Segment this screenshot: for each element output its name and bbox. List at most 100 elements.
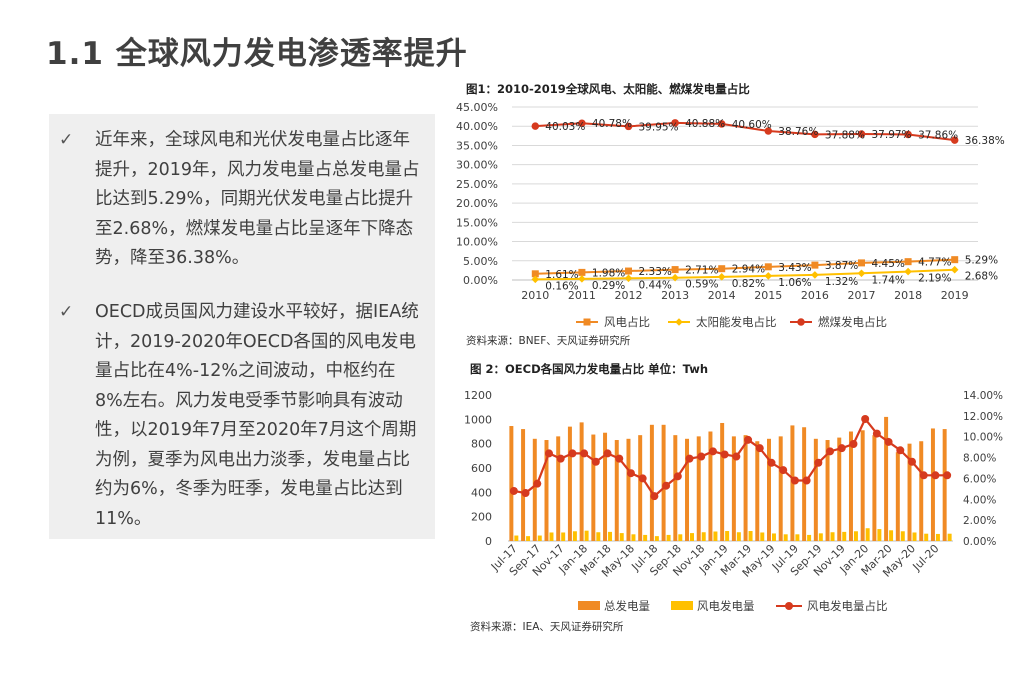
bar-total: [895, 452, 900, 541]
y-tick-label: 10.00%: [456, 236, 498, 249]
bar-wind: [584, 530, 589, 541]
legend-marker: [785, 602, 793, 610]
data-point: [732, 452, 741, 461]
data-point: [931, 471, 940, 480]
data-point: [624, 274, 633, 283]
data-label: 3.87%: [825, 260, 858, 272]
bar-total: [930, 428, 935, 541]
data-point: [764, 272, 773, 280]
y-tick-label: 40.00%: [456, 120, 498, 133]
bar-wind: [619, 533, 624, 541]
data-label: 0.16%: [545, 280, 578, 292]
bullet-text: 近年来，全球风电和光伏发电量占比逐年提升，2019年，风力发电量占总发电量占比达…: [95, 130, 420, 268]
bar-total: [837, 437, 842, 541]
data-point: [580, 449, 589, 458]
series-line: [535, 121, 955, 142]
bar-wind: [853, 531, 858, 541]
data-label: 40.78%: [592, 118, 632, 130]
data-point: [708, 447, 717, 456]
bar-total: [767, 438, 771, 541]
legend-label: 风电占比: [604, 315, 650, 329]
data-point: [531, 270, 539, 278]
data-point: [857, 130, 866, 138]
x-tick-label: 2018: [894, 289, 922, 302]
checkmark-icon: ✓: [59, 130, 74, 150]
bar-wind: [889, 530, 894, 541]
data-label: 0.29%: [592, 280, 625, 292]
series-line: [535, 258, 955, 275]
y-tick-label: 5.00%: [463, 255, 498, 268]
data-point: [671, 119, 679, 127]
bar-wind: [865, 528, 870, 541]
bar-wind: [877, 529, 882, 541]
bar-wind: [654, 536, 659, 541]
y-left-tick-label: 200: [471, 511, 492, 524]
data-label: 40.88%: [685, 118, 725, 130]
data-point: [720, 450, 729, 459]
data-point: [578, 119, 586, 127]
y-tick-label: 15.00%: [456, 216, 498, 229]
bar-total: [532, 438, 537, 541]
bar-wind: [678, 534, 683, 541]
data-point: [697, 452, 706, 461]
bar-wind: [736, 532, 741, 541]
y-tick-label: 45.00%: [456, 101, 498, 114]
legend-label: 总发电量: [604, 599, 650, 613]
data-point: [857, 269, 866, 278]
data-point: [764, 127, 773, 135]
data-point: [568, 449, 577, 458]
bar-wind: [924, 533, 929, 541]
data-point: [861, 414, 870, 423]
bar-total: [802, 427, 807, 541]
bar-wind: [572, 531, 577, 541]
bar-wind: [912, 532, 917, 541]
data-point: [626, 469, 635, 478]
checkmark-icon: ✓: [59, 302, 74, 322]
chart2-figure: 0 200 400 600 800 1000 1200 0.00% 2.00% 4.00% 6.00…: [464, 389, 1003, 613]
y-right-tick-label: 10.00%: [963, 432, 1003, 444]
bar-wind: [818, 533, 823, 541]
legend-marker: [583, 318, 591, 326]
legend-marker: [797, 318, 805, 326]
data-label: 0.59%: [685, 279, 718, 291]
bar-wind: [643, 534, 648, 541]
y-right-tick-label: 0.00%: [963, 536, 996, 548]
bar-wind: [561, 532, 566, 541]
y-tick-label: 25.00%: [456, 178, 498, 191]
data-point: [718, 265, 726, 273]
data-label: 1.32%: [825, 276, 858, 288]
x-tick-label: 2012: [615, 289, 643, 302]
data-point: [509, 486, 518, 495]
y-tick-label: 30.00%: [456, 159, 498, 172]
x-tick-label: 2015: [754, 289, 782, 302]
y-left-tick-label: 1000: [464, 413, 492, 426]
chart2-source: 资料来源：IEA、天风证券研究所: [470, 621, 624, 633]
data-label: 1.06%: [778, 277, 811, 289]
y-tick-label: 0.00%: [463, 274, 498, 287]
legend-swatch: [671, 601, 693, 610]
y-right-tick-label: 2.00%: [963, 515, 996, 527]
y-right-tick-label: 6.00%: [963, 473, 996, 485]
bar-total: [755, 441, 760, 541]
bar-total: [614, 440, 619, 541]
bar-wind: [947, 533, 952, 541]
data-point: [638, 474, 647, 483]
data-label: 39.95%: [639, 121, 679, 133]
y-right-tick-label: 4.00%: [963, 494, 996, 506]
bar-wind: [795, 534, 800, 541]
bar-total: [649, 424, 654, 541]
data-label: 2.68%: [965, 271, 998, 283]
bar-wind: [608, 531, 613, 541]
series-line: [513, 416, 948, 498]
data-point: [544, 449, 553, 458]
data-point: [717, 273, 726, 281]
data-label: 36.38%: [965, 135, 1005, 147]
bar-total: [813, 438, 818, 541]
data-point: [578, 268, 586, 276]
data-point: [811, 271, 819, 279]
bar-total: [720, 422, 725, 541]
x-tick-label: 2019: [941, 289, 969, 302]
data-point: [884, 437, 893, 446]
bullet-item: ✓ OECD成员国风力建设水平较好，据IEA统计，2019-2020年OECD各…: [59, 298, 421, 534]
data-point: [904, 130, 912, 139]
